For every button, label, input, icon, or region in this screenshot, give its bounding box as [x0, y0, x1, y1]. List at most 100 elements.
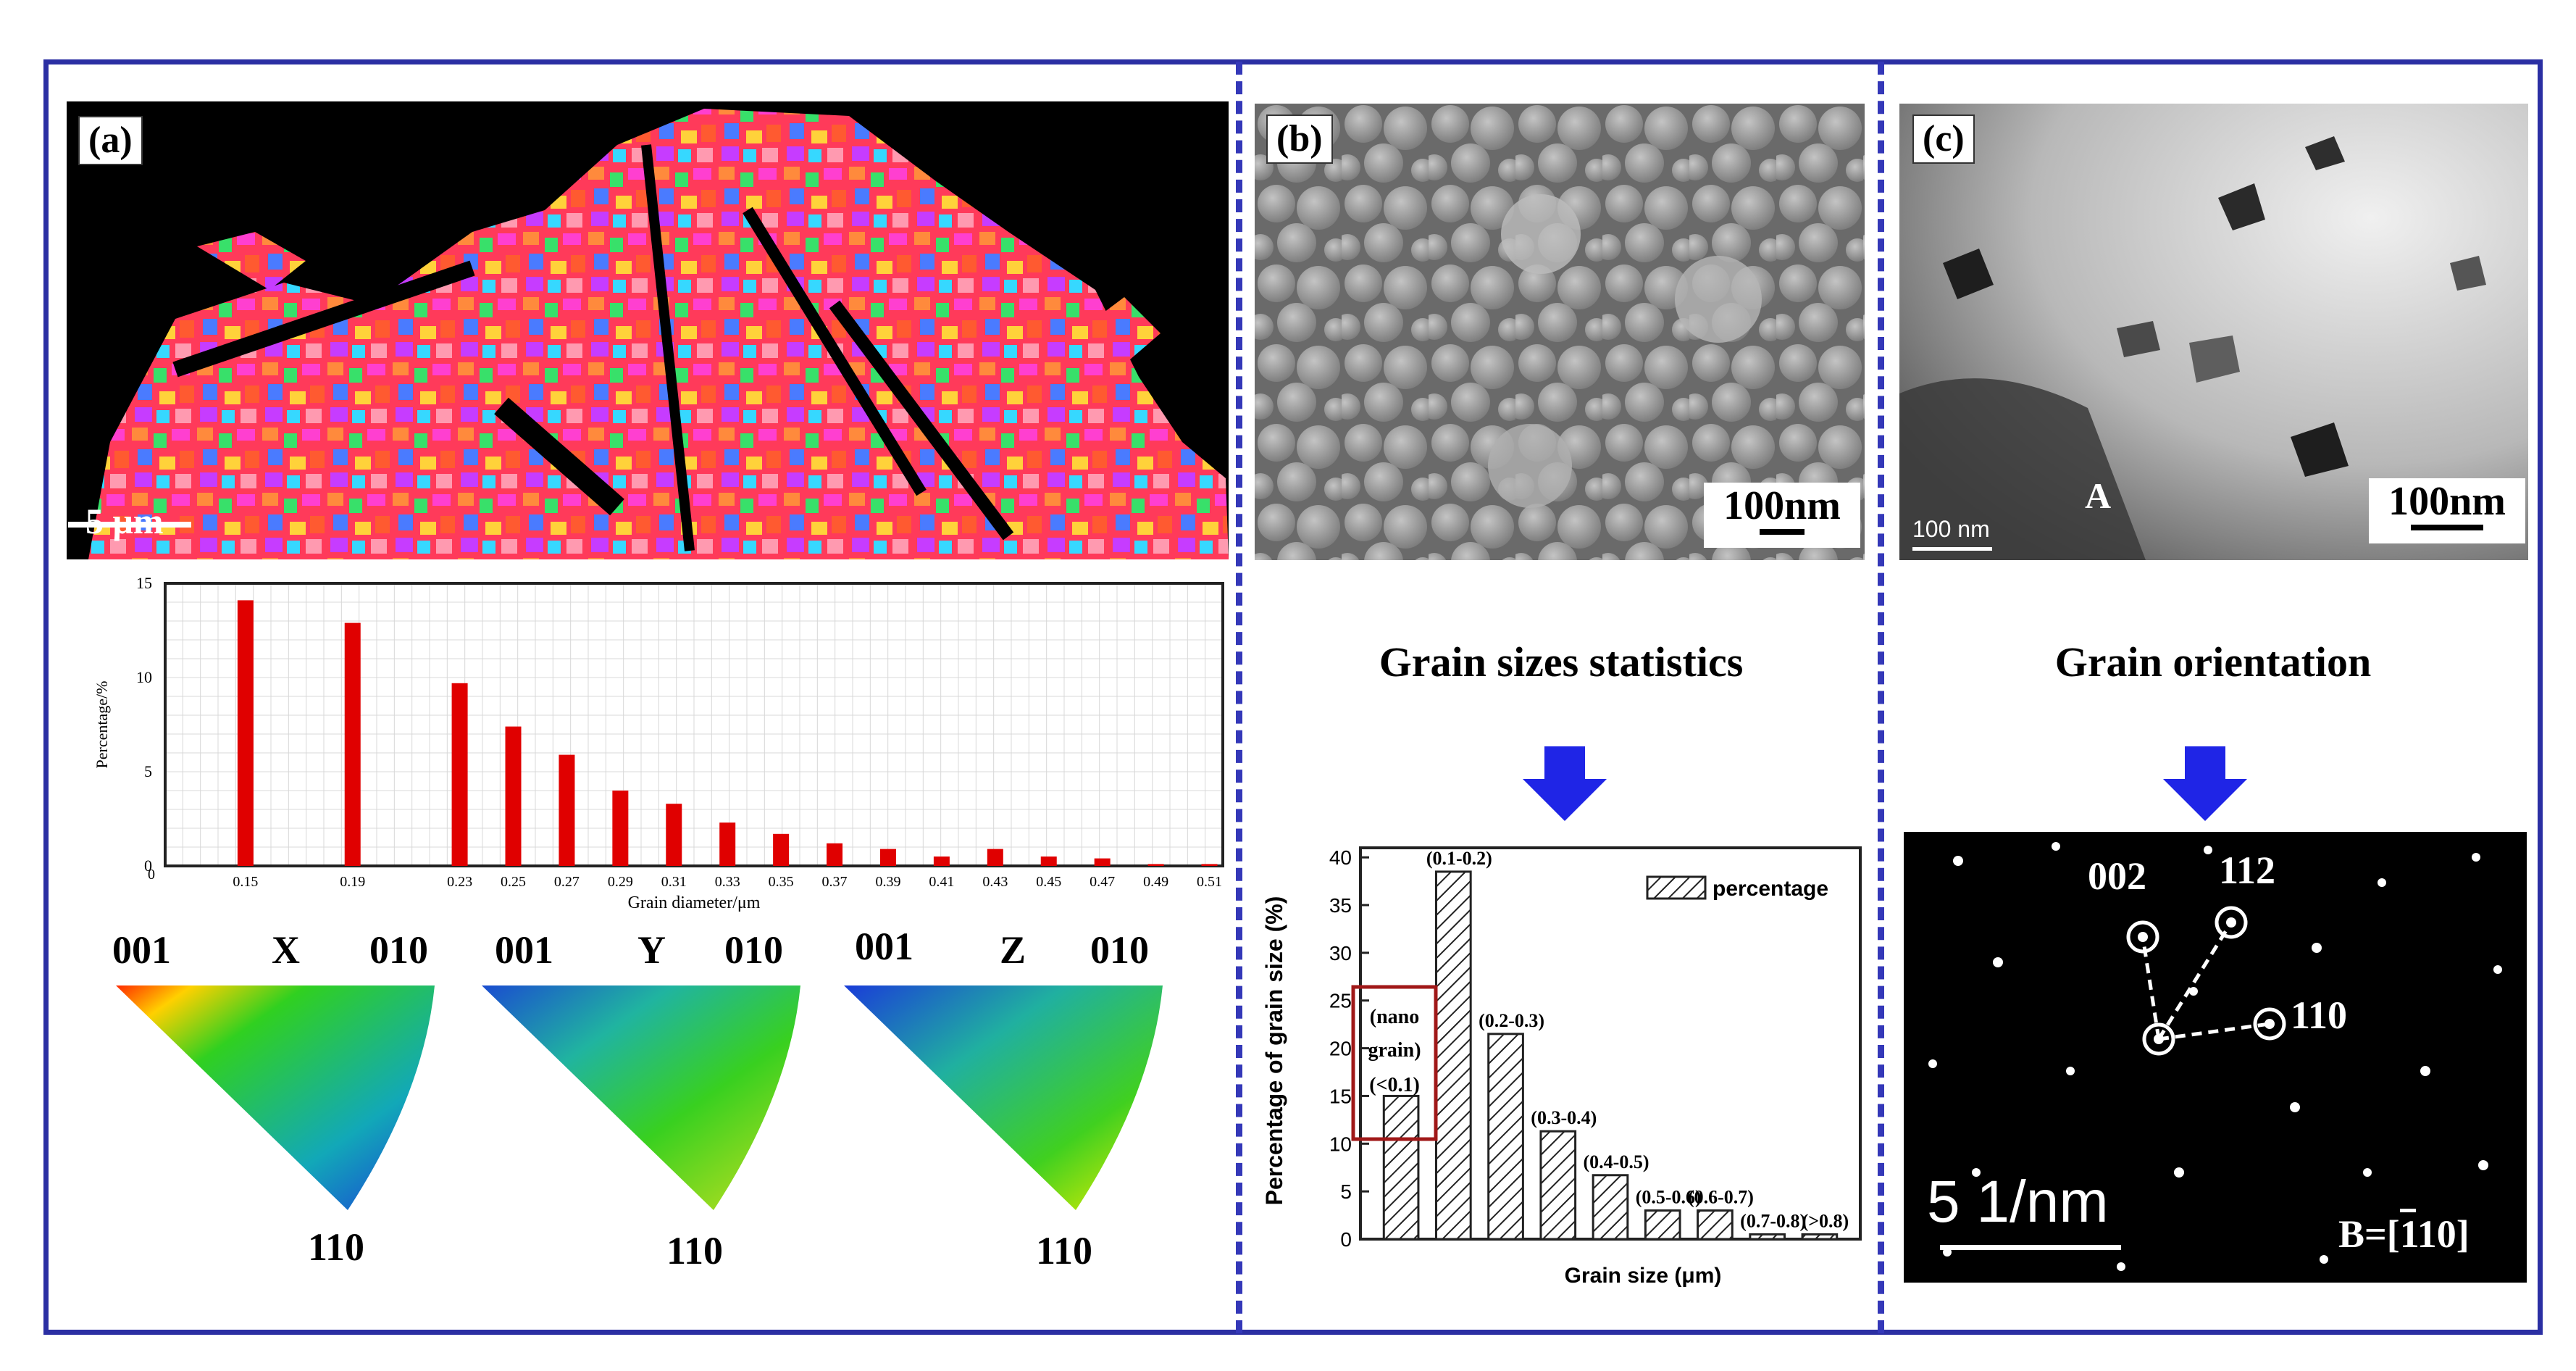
grain-size-bar-label: (>0.8) [1802, 1210, 1849, 1231]
histogram-x-tick: 0.41 [929, 874, 954, 890]
histogram-bar [987, 849, 1003, 866]
grain-size-y-tick: 0 [1340, 1228, 1352, 1251]
grain-size-bar [1541, 1131, 1576, 1239]
nano-annotation-2: grain) [1368, 1039, 1421, 1062]
histogram-x-tick: 0.27 [554, 874, 580, 890]
pole-figure-y [482, 985, 800, 1210]
grain-size-y-tick: 5 [1340, 1180, 1352, 1203]
histogram-x-tick: 0.37 [822, 874, 848, 890]
histogram-y-tick: 5 [144, 762, 152, 780]
arrow-down-icon [1521, 746, 1608, 822]
grain-size-chart: (0.1-0.2) (0.2-0.3) (0.3-0.4) (0.4-0.5) (0.5… [1252, 841, 1876, 1290]
histogram-x-tick: 0.19 [340, 874, 365, 890]
histogram-bar [345, 623, 361, 866]
panel-c-label: (c) [1912, 114, 1975, 164]
grain-size-bar-label: (0.3-0.4) [1531, 1107, 1597, 1128]
grain-size-bar [1802, 1234, 1837, 1239]
grain-size-bar [1698, 1210, 1733, 1239]
tem-scale-box: 100nm [2369, 478, 2525, 543]
grain-size-bar-label: (0.7-0.8) [1740, 1210, 1806, 1231]
ebsd-orientation-map [67, 101, 1229, 559]
histogram-y-tick: 15 [136, 574, 152, 592]
inverse-pole-figures [109, 928, 1203, 1275]
ebsd-scale-label: 5 μm [85, 500, 164, 542]
nano-annotation-1: (nano [1370, 1006, 1419, 1028]
histogram-x-tick: 0.47 [1090, 874, 1115, 890]
grain-size-bar [1593, 1175, 1628, 1239]
saed-scale-label: 5 1/nm [1927, 1168, 2109, 1236]
pf-y-010: 010 [724, 928, 783, 972]
grain-size-y-tick: 25 [1329, 990, 1352, 1012]
pf-y-axis: Y [637, 928, 666, 972]
histogram-bar [1202, 864, 1218, 866]
legend-label: percentage [1713, 877, 1828, 901]
tem-small-scale-label: 100 nm [1912, 516, 1990, 543]
nano-annotation-3: (<0.1) [1369, 1074, 1420, 1096]
histogram-x-tick: 0.15 [233, 874, 258, 890]
zone-axis-label: B=[110] [2338, 1212, 2470, 1257]
grain-chart-ylabel: Percentage of grain size (%) [1261, 896, 1287, 1206]
histogram-x-tick: 0.23 [447, 874, 472, 890]
pf-y-001: 001 [495, 928, 553, 972]
histogram-bar [452, 683, 468, 866]
histogram-bar [934, 857, 950, 866]
pf-x-110: 110 [308, 1225, 364, 1270]
grain-size-bar [1489, 1034, 1523, 1239]
grain-size-y-tick: 35 [1329, 894, 1352, 917]
grain-size-bar-label: (0.1-0.2) [1426, 848, 1492, 869]
histogram-x-tick: 0.39 [875, 874, 900, 890]
histogram-bar [506, 727, 522, 866]
legend-swatch [1647, 877, 1705, 899]
histogram-x-tick: 0.29 [608, 874, 633, 890]
divider-bc [1878, 62, 1884, 1333]
histogram-x-tick: 0.43 [982, 874, 1008, 890]
histogram-origin-label: 0 [148, 867, 155, 883]
pole-figure-x [116, 985, 435, 1210]
grain-size-y-tick: 10 [1329, 1133, 1352, 1155]
histogram-y-tick: 10 [136, 668, 152, 686]
histogram-x-tick: 0.45 [1036, 874, 1061, 890]
grain-marker-a: A [2085, 475, 2111, 517]
grain-size-bar-label: (0.6-0.7) [1688, 1186, 1754, 1207]
pole-figure-z [844, 985, 1163, 1210]
tem-scale-label: 100nm [2376, 481, 2518, 522]
histogram-bar [773, 834, 789, 866]
pf-z-axis: Z [1000, 928, 1026, 972]
sem-scale-label: 100nm [1711, 486, 1853, 526]
spot-002: 002 [2088, 854, 2146, 899]
histogram-bar [1095, 859, 1111, 866]
grain-diameter-histogram: 0 5 10 15 0.15 0.19 0.23 0.25 0.27 0.29 0.31 0.33 0… [72, 569, 1231, 931]
histogram-ylabel: Percentage/% [93, 681, 111, 769]
grain-size-y-tick: 30 [1329, 942, 1352, 964]
histogram-xlabel: Grain diameter/μm [628, 893, 761, 912]
grain-size-bar [1750, 1234, 1785, 1239]
pf-z-010: 010 [1090, 928, 1149, 972]
spot-110: 110 [2291, 993, 2347, 1038]
sem-scale-bar [1760, 529, 1805, 535]
histogram-x-tick: 0.51 [1197, 874, 1222, 890]
histogram-x-tick: 0.33 [715, 874, 740, 890]
histogram-x-tick: 0.31 [661, 874, 687, 890]
histogram-grid [165, 583, 1223, 866]
grain-size-bar [1384, 1096, 1418, 1239]
grain-orientation-heading: Grain orientation [1898, 638, 2528, 686]
divider-ab [1236, 62, 1242, 1333]
grain-chart-xlabel: Grain size (μm) [1565, 1264, 1722, 1288]
histogram-bar [1148, 864, 1164, 866]
pf-x-010: 010 [369, 928, 428, 972]
histogram-x-tick: 0.49 [1143, 874, 1168, 890]
histogram-x-tick: 0.25 [501, 874, 526, 890]
histogram-bar [238, 600, 254, 866]
histogram-bar [612, 791, 628, 866]
pf-y-110: 110 [666, 1228, 723, 1273]
arrow-down-icon [2162, 746, 2249, 822]
grain-size-bar-label: (0.4-0.5) [1584, 1151, 1649, 1172]
pf-x-001: 001 [112, 928, 171, 972]
grain-stats-heading: Grain sizes statistics [1260, 638, 1862, 686]
histogram-bar [559, 755, 574, 866]
histogram-bar [1041, 857, 1057, 866]
grain-size-y-tick: 15 [1329, 1085, 1352, 1107]
grain-size-bar [1437, 872, 1471, 1239]
grain-size-y-tick: 20 [1329, 1038, 1352, 1060]
histogram-bar [880, 849, 896, 866]
